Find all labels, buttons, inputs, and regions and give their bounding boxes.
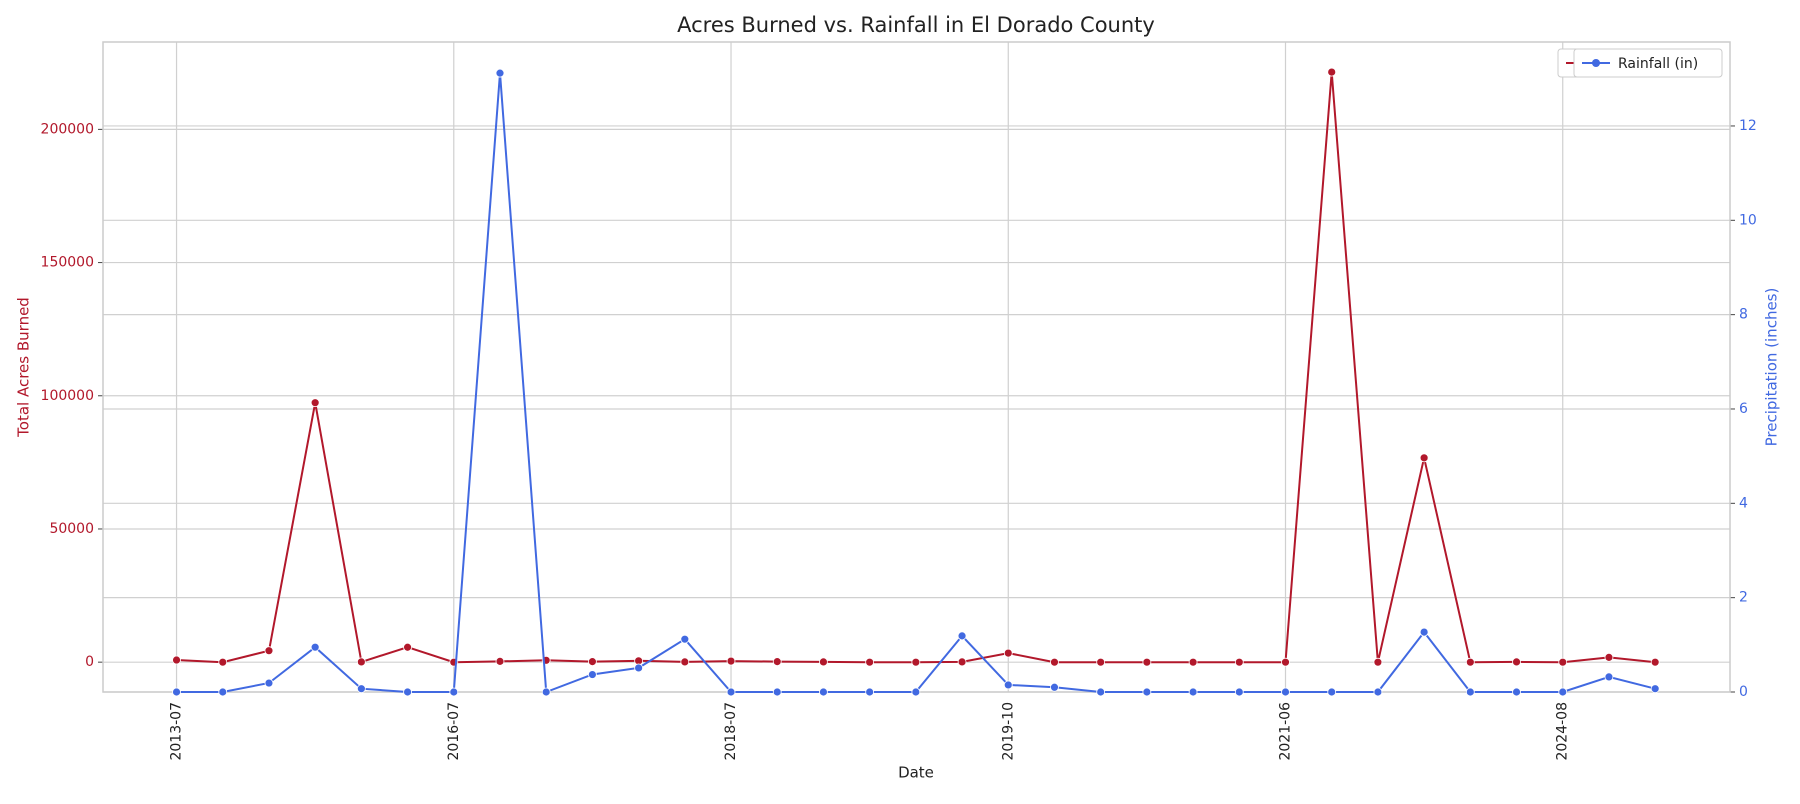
data-point [680, 657, 690, 667]
data-point [1650, 657, 1660, 667]
data-point [1188, 687, 1198, 697]
data-point [634, 663, 644, 673]
data-point [1188, 657, 1198, 667]
data-point [1558, 687, 1568, 697]
data-point [1373, 687, 1383, 697]
data-point [1142, 687, 1152, 697]
legend-box [1573, 48, 1723, 78]
data-point [541, 687, 551, 697]
y-tick-label: 200000 [41, 121, 94, 137]
data-point [1327, 687, 1337, 697]
data-point [819, 687, 828, 697]
data-point [495, 656, 505, 666]
y2-tick-label: 2 [1739, 590, 1748, 606]
data-point [495, 68, 505, 78]
data-point [772, 687, 782, 697]
x-tick-label: 2013-07 [169, 702, 185, 761]
x-tick-label: 2024-08 [1555, 702, 1571, 761]
data-point [1604, 652, 1614, 662]
data-point [726, 656, 736, 666]
legend-marker [1592, 59, 1600, 67]
data-point [957, 657, 967, 667]
data-point [726, 687, 736, 697]
data-point [1234, 687, 1244, 697]
data-point [310, 642, 320, 652]
data-point [1003, 680, 1013, 690]
y-tick-label: 50000 [49, 521, 94, 537]
data-point [218, 687, 228, 697]
data-point [172, 655, 181, 665]
data-point [1096, 657, 1106, 667]
data-point [310, 398, 320, 408]
data-point [1327, 67, 1337, 77]
data-point [356, 657, 366, 667]
y2-tick-label: 4 [1739, 495, 1748, 511]
y-axis-label: Total Acres Burned [15, 297, 33, 438]
y2-tick-label: 0 [1739, 684, 1748, 700]
y2-tick-label: 8 [1739, 307, 1748, 323]
data-point [1050, 657, 1059, 667]
chart-title: Acres Burned vs. Rainfall in El Dorado C… [677, 13, 1155, 37]
x-axis-label: Date [898, 764, 934, 782]
data-point [1512, 657, 1521, 667]
data-point [865, 657, 875, 667]
data-point [1281, 687, 1290, 697]
data-point [1281, 657, 1290, 667]
data-point [1465, 657, 1475, 667]
data-point [1419, 627, 1429, 637]
data-point [1234, 657, 1244, 667]
y-tick-label: 150000 [41, 255, 94, 271]
data-point [172, 687, 181, 697]
y2-tick-label: 12 [1739, 118, 1757, 134]
data-point [356, 684, 366, 694]
x-tick-label: 2018-07 [723, 702, 739, 761]
x-tick-label: 2019-10 [1000, 702, 1016, 761]
x-tick-label: 2021-06 [1278, 702, 1294, 761]
grid [103, 42, 1730, 693]
data-point [1373, 657, 1383, 667]
x-tick-label: 2016-07 [446, 702, 462, 761]
data-point [1142, 657, 1152, 667]
data-point [911, 687, 921, 697]
data-point [865, 687, 875, 697]
data-point [1096, 687, 1106, 697]
data-point [1650, 684, 1660, 694]
y2-tick-label: 10 [1739, 212, 1757, 228]
data-point [1558, 657, 1568, 667]
y2-axis-label: Precipitation (inches) [1763, 288, 1781, 447]
data-point [449, 687, 459, 697]
y2-tick-label: 6 [1739, 401, 1748, 417]
data-point [1604, 672, 1614, 682]
data-point [218, 657, 228, 667]
data-point [772, 657, 782, 667]
data-point [588, 657, 597, 667]
data-point [1512, 687, 1521, 697]
data-point [1419, 453, 1429, 463]
data-point [957, 631, 967, 641]
y-tick-label: 0 [85, 654, 94, 670]
data-point [819, 657, 828, 667]
data-point [1050, 682, 1059, 692]
data-point [588, 670, 597, 679]
data-point [264, 646, 274, 656]
data-point [680, 634, 690, 644]
data-point [1003, 648, 1013, 658]
data-point [264, 678, 274, 688]
legend: Rainfall (in) [1573, 48, 1723, 78]
data-point [911, 657, 921, 667]
data-point [403, 642, 412, 652]
legend-label: Rainfall (in) [1618, 56, 1698, 72]
data-point [1465, 687, 1475, 697]
data-point [403, 687, 412, 697]
y-tick-label: 100000 [41, 388, 94, 404]
